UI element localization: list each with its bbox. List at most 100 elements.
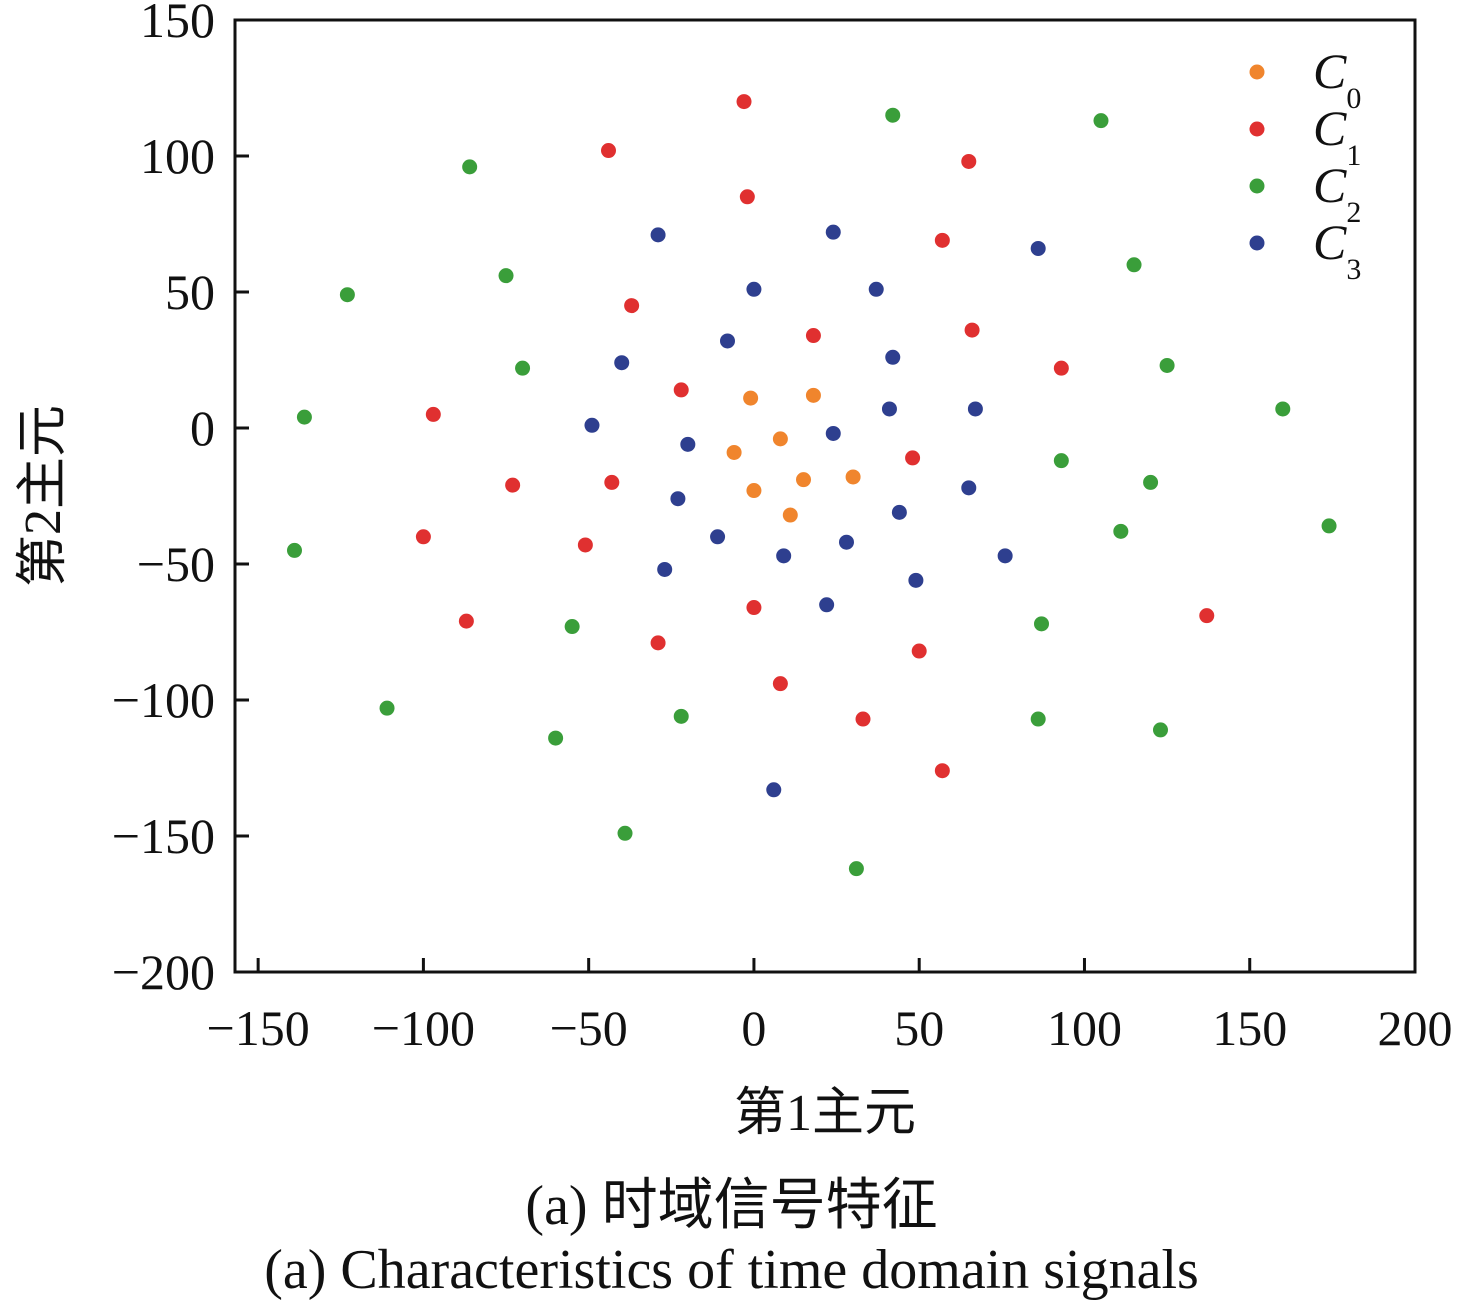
data-point-c2: [617, 825, 633, 841]
data-point-c0: [845, 469, 861, 485]
legend-marker-c3: [1249, 235, 1265, 251]
data-point-c3: [719, 333, 735, 349]
x-tick-label: −100: [372, 1000, 475, 1056]
data-point-c1: [1199, 608, 1215, 624]
data-points: [286, 94, 1337, 877]
data-point-c2: [1321, 518, 1337, 534]
data-point-c3: [885, 349, 901, 365]
data-point-c1: [772, 676, 788, 692]
data-point-c1: [805, 328, 821, 344]
data-point-c3: [891, 504, 907, 520]
data-point-c2: [848, 861, 864, 877]
data-point-c3: [650, 227, 666, 243]
data-point-c2: [1126, 257, 1142, 273]
y-axis-ticks: −200 −150 −100 −50 0 50 100 150: [112, 0, 249, 1000]
data-point-c1: [425, 406, 441, 422]
data-point-c3: [881, 401, 897, 417]
scatter-chart: −150 −100 −50 0 50 100 150 200 −200−150−100−500…: [15, 0, 1453, 1142]
data-point-c2: [1030, 711, 1046, 727]
data-point-c1: [961, 153, 977, 169]
data-point-c1: [964, 322, 980, 338]
data-point-c3: [614, 355, 630, 371]
figure-caption-chinese: (a) 时域信号特征: [525, 1175, 938, 1237]
x-tick-label: −50: [550, 1000, 628, 1056]
data-point-c2: [339, 287, 355, 303]
data-point-c3: [825, 425, 841, 441]
data-point-c0: [746, 483, 762, 499]
data-point-c2: [286, 542, 302, 558]
data-point-c1: [458, 613, 474, 629]
data-point-c1: [736, 94, 752, 110]
data-point-c1: [577, 537, 593, 553]
y-tick-label: 0: [190, 400, 215, 456]
data-point-c3: [819, 597, 835, 613]
data-point-c3: [997, 548, 1013, 564]
data-point-c3: [868, 281, 884, 297]
data-point-c1: [934, 232, 950, 248]
data-point-c1: [911, 643, 927, 659]
data-point-c1: [650, 635, 666, 651]
data-point-c1: [505, 477, 521, 493]
data-point-c2: [548, 730, 564, 746]
data-point-c3: [961, 480, 977, 496]
data-point-c1: [905, 450, 921, 466]
y-tick-label: −100: [112, 672, 215, 728]
data-point-c2: [1275, 401, 1291, 417]
data-point-c3: [680, 436, 696, 452]
data-point-c0: [796, 472, 812, 488]
x-tick-label: 100: [1047, 1000, 1122, 1056]
data-point-c1: [624, 298, 640, 314]
data-point-c2: [673, 708, 689, 724]
legend-marker-c1: [1249, 121, 1265, 137]
x-tick-label: 200: [1378, 1000, 1453, 1056]
plot-frame: [233, 18, 1417, 974]
data-point-c2: [1143, 474, 1159, 490]
y-tick-label: −50: [137, 536, 215, 592]
y-tick-label: 100: [140, 128, 215, 184]
x-tick-label: 150: [1212, 1000, 1287, 1056]
y-tick-label: 150: [140, 0, 215, 48]
data-point-c3: [670, 491, 686, 507]
data-point-c2: [1033, 616, 1049, 632]
data-point-c1: [855, 711, 871, 727]
figure-caption-english: (a) Characteristics of time domain signa…: [264, 1239, 1199, 1301]
data-point-c2: [1159, 357, 1175, 373]
data-point-c1: [746, 600, 762, 616]
y-tick-label: 50: [165, 264, 215, 320]
data-point-c2: [564, 619, 580, 635]
data-point-c2: [296, 409, 312, 425]
data-point-c2: [1053, 453, 1069, 469]
data-point-c1: [601, 143, 617, 159]
data-point-c2: [515, 360, 531, 376]
data-point-c3: [710, 529, 726, 545]
data-point-c0: [772, 431, 788, 447]
x-axis-ticks: −150 −100 −50 0 50 100 150 200: [207, 958, 1453, 1056]
data-point-c1: [1053, 360, 1069, 376]
data-point-c2: [1113, 523, 1129, 539]
data-point-c3: [766, 782, 782, 798]
data-point-c3: [584, 417, 600, 433]
data-point-c2: [379, 700, 395, 716]
data-point-c1: [934, 763, 950, 779]
data-point-c1: [604, 474, 620, 490]
data-point-c0: [805, 387, 821, 403]
y-tick-label: −150: [112, 808, 215, 864]
data-point-c1: [415, 529, 431, 545]
data-point-c0: [782, 507, 798, 523]
data-point-c3: [657, 561, 673, 577]
legend-marker-c2: [1249, 178, 1265, 194]
data-point-c0: [726, 444, 742, 460]
data-point-c3: [746, 281, 762, 297]
data-point-c2: [1093, 113, 1109, 129]
y-axis-title: 第2主元: [15, 405, 72, 587]
legend-marker-c0: [1249, 64, 1265, 80]
x-tick-label: 50: [894, 1000, 944, 1056]
data-point-c0: [743, 390, 759, 406]
data-point-c2: [498, 268, 514, 284]
x-tick-label: −150: [207, 1000, 310, 1056]
data-point-c3: [776, 548, 792, 564]
x-axis-title: 第1主元: [734, 1085, 916, 1142]
data-point-c3: [1030, 240, 1046, 256]
data-point-c3: [825, 224, 841, 240]
